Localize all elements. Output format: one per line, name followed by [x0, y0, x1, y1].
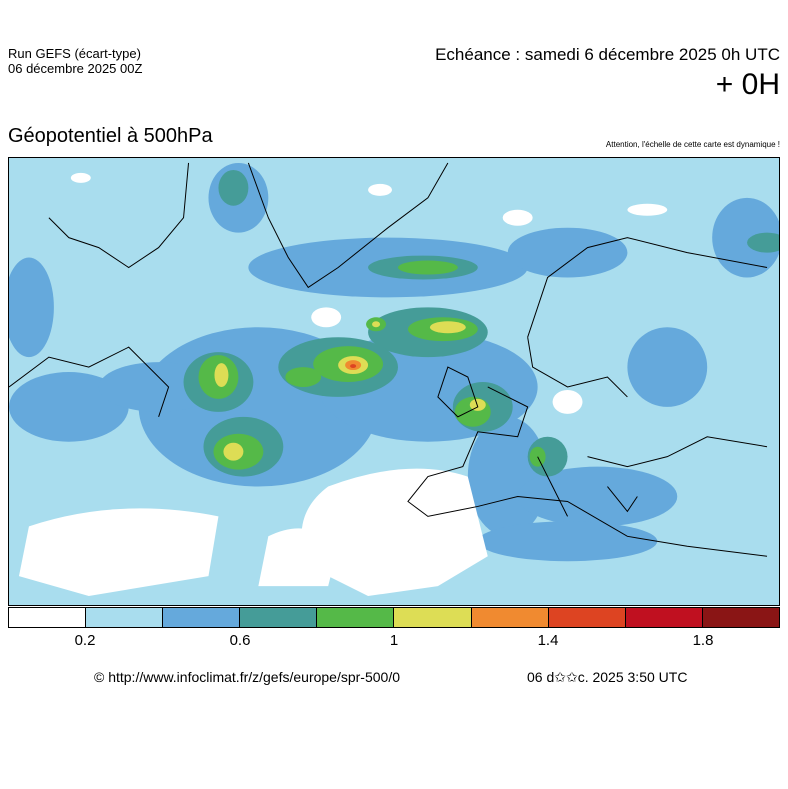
colorbar-swatch [471, 608, 549, 627]
colorbar-tick: 0.6 [229, 632, 251, 649]
colorbar-swatch [625, 608, 703, 627]
colorbar [8, 607, 780, 628]
colorbar-tick: 1 [389, 632, 399, 649]
forecast-lead-time: + 0H [715, 68, 780, 101]
copyright-link[interactable]: © http://www.infoclimat.fr/z/gefs/europe… [94, 669, 401, 685]
spread-map [8, 157, 780, 606]
colorbar-swatch [240, 608, 318, 627]
colorbar-swatch [702, 608, 779, 627]
spread-band-1.4-1.6 [350, 364, 357, 369]
coastlines [9, 162, 768, 557]
spread-band-below-0.2 [18, 172, 668, 597]
dynamic-scale-warning: Attention, l'échelle de cette carte est … [605, 140, 780, 149]
colorbar-swatch [163, 608, 241, 627]
colorbar-swatch [548, 608, 626, 627]
colorbar-tick: 0.2 [74, 632, 96, 649]
colorbar-tick: 1.4 [537, 632, 559, 649]
colorbar-swatch [86, 608, 164, 627]
run-date: 06 décembre 2025 00Z [8, 61, 143, 76]
colorbar-tick: 1.8 [692, 632, 714, 649]
run-info: Run GEFS (écart-type) 06 décembre 2025 0… [8, 46, 142, 76]
colorbar-swatch [317, 608, 395, 627]
map-title: Géopotentiel à 500hPa [8, 125, 213, 147]
forecast-valid-time: Echéance : samedi 6 décembre 2025 0h UTC [435, 45, 780, 64]
run-model: Run GEFS (écart-type) [8, 46, 141, 61]
colorbar-swatch [394, 608, 472, 627]
colorbar-swatch [9, 608, 87, 627]
generation-timestamp: 06 d✩✩c. 2025 3:50 UTC [527, 669, 688, 685]
